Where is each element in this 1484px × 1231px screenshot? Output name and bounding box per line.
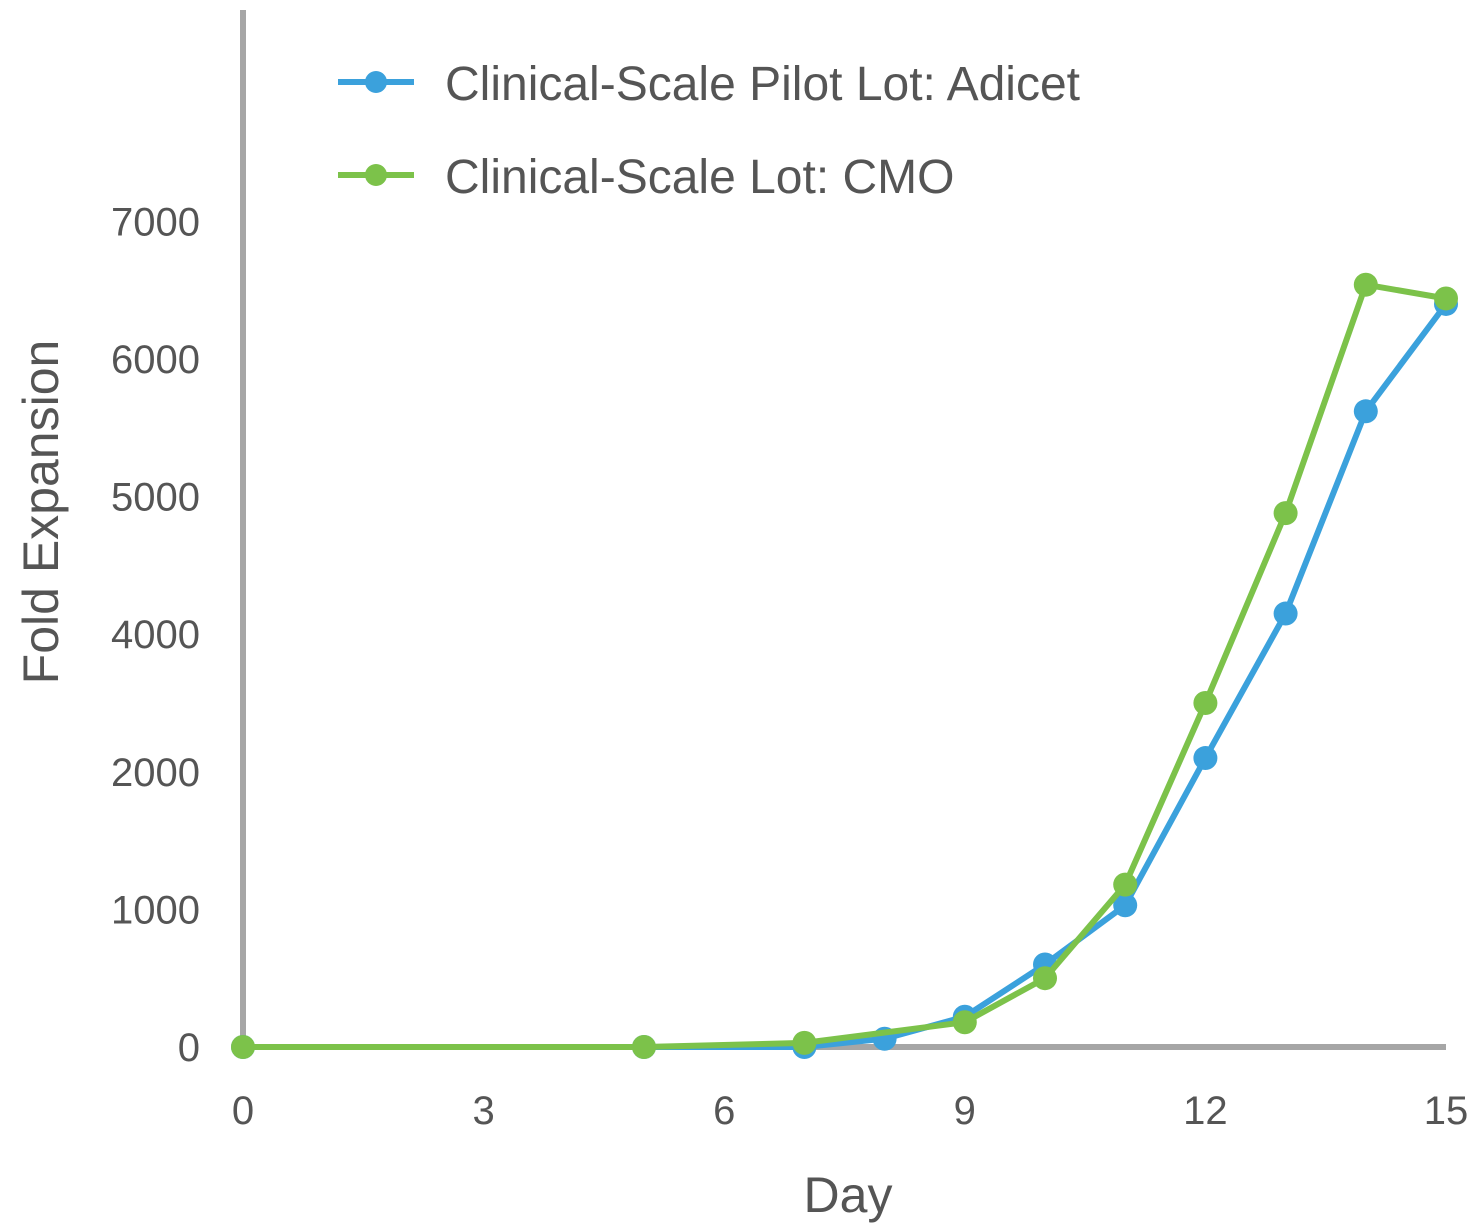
x-tick-label: 0 [232,1089,254,1133]
data-point [1434,286,1458,311]
legend-item-cmo: Clinical-Scale Lot: CMO [338,151,954,204]
x-tick-label: 9 [954,1089,976,1133]
series-cmo [231,272,1458,1059]
y-tick-labels: 0 1000 2000 4000 5000 6000 7000 [111,200,200,1070]
series-line [243,302,1449,1050]
series-layer [231,272,1458,1059]
data-point [1273,601,1298,626]
data-point [231,1035,255,1059]
x-tick-label: 12 [1183,1089,1228,1133]
y-tick-label: 5000 [111,476,200,520]
legend-item-adicet: Clinical-Scale Pilot Lot: Adicet [338,58,1080,111]
x-tick-label: 6 [713,1089,735,1133]
legend: Clinical-Scale Pilot Lot: Adicet Clinica… [338,58,1080,204]
x-axis-title: Day [804,1167,893,1223]
legend-label-cmo: Clinical-Scale Lot: CMO [445,151,954,204]
data-point [1193,746,1218,771]
legend-marker-cmo [365,164,387,186]
y-tick-label: 1000 [111,888,200,932]
data-point [1353,272,1378,297]
data-point [952,1010,977,1035]
x-tick-label: 15 [1424,1089,1469,1133]
data-point [1273,501,1298,526]
y-tick-label: 2000 [111,751,200,795]
y-tick-label: 0 [178,1026,200,1070]
legend-label-adicet: Clinical-Scale Pilot Lot: Adicet [445,58,1080,111]
data-point [1193,691,1218,715]
y-axis-title: Fold Expansion [13,340,69,685]
y-tick-label: 4000 [111,613,200,657]
y-tick-label: 7000 [111,200,200,244]
data-point [792,1030,817,1055]
data-point [1353,399,1378,424]
data-point [1033,966,1057,991]
x-tick-labels: 0 3 6 9 12 15 [232,1089,1468,1133]
data-point [632,1035,656,1059]
data-point [1113,893,1138,918]
data-point [1113,872,1138,897]
x-tick-label: 3 [472,1089,494,1133]
y-tick-label: 6000 [111,338,200,382]
legend-marker-adicet [365,71,387,93]
series-line [243,281,1447,1050]
series-adicet [231,291,1458,1059]
